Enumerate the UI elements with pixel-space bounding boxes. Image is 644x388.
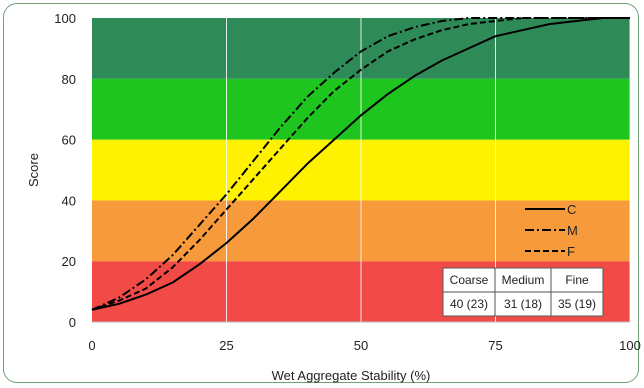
y-tick-label-4: 80 bbox=[62, 72, 76, 87]
x-axis-title: Wet Aggregate Stability (%) bbox=[272, 368, 431, 383]
y-axis-title: Score bbox=[26, 153, 41, 187]
table-header-medium: Medium bbox=[502, 273, 545, 287]
x-tick-label-2: 50 bbox=[354, 338, 368, 353]
x-tick-label-1: 25 bbox=[219, 338, 233, 353]
series-line-C bbox=[91, 17, 630, 311]
gridlines bbox=[226, 18, 631, 322]
x-tick-label-0: 0 bbox=[88, 338, 95, 353]
y-tick-label-1: 20 bbox=[62, 254, 76, 269]
y-tick-label-2: 40 bbox=[62, 193, 76, 208]
series-line-F bbox=[91, 17, 630, 311]
y-tick-label-5: 100 bbox=[54, 11, 76, 26]
legend: CMF bbox=[525, 202, 578, 259]
legend-label-F: F bbox=[567, 244, 575, 259]
series-lines bbox=[91, 17, 630, 311]
x-tick-label-4: 100 bbox=[619, 338, 641, 353]
series-line-M bbox=[91, 17, 630, 311]
table-value-fine: 35 (19) bbox=[558, 297, 596, 311]
table-header-fine: Fine bbox=[565, 273, 589, 287]
threshold-table: Coarse 40 (23) Medium 31 (18) Fine 35 (19) bbox=[442, 267, 604, 317]
table-header-coarse: Coarse bbox=[450, 273, 489, 287]
x-tick-label-3: 75 bbox=[488, 338, 502, 353]
axes: 0 25 50 75 100 0 20 40 60 80 100 Wet Aggregate Stab… bbox=[26, 11, 641, 383]
table-value-medium: 31 (18) bbox=[504, 297, 542, 311]
y-tick-label-0: 0 bbox=[69, 315, 76, 330]
legend-label-M: M bbox=[567, 223, 578, 238]
y-tick-label-3: 60 bbox=[62, 133, 76, 148]
table-value-coarse: 40 (23) bbox=[450, 297, 488, 311]
legend-label-C: C bbox=[567, 202, 576, 217]
